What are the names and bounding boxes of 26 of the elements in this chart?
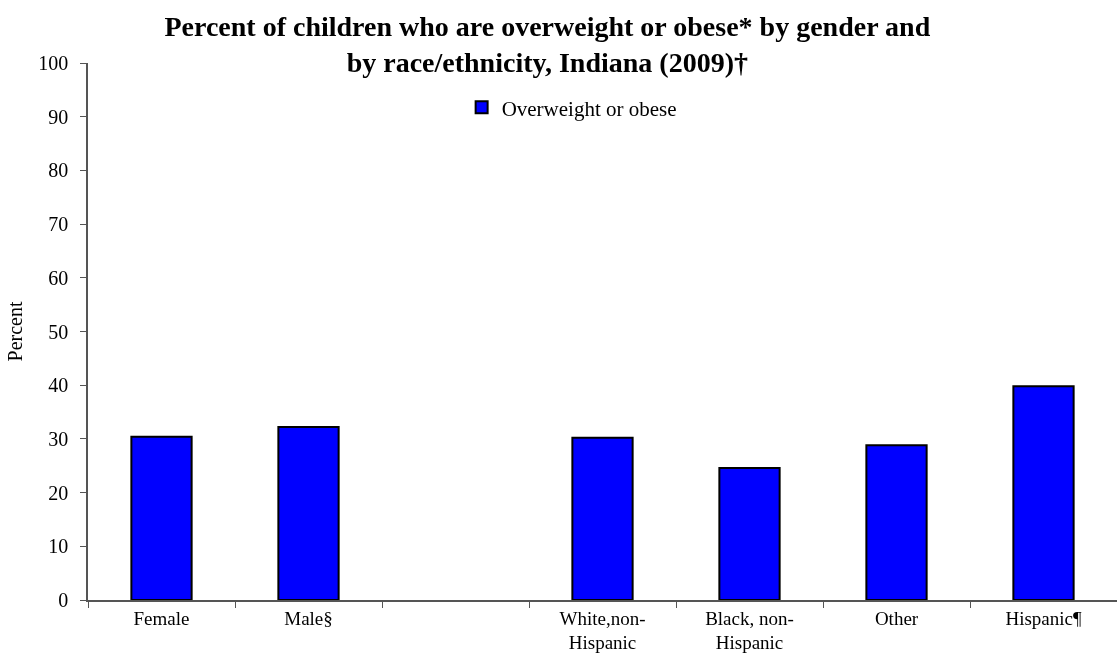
x-tick-label: Female [133,607,190,629]
chart-title: Percent of children who are overweight or obese* by gender and by race/ethnicity, Indiana (2009)† [164,10,931,79]
y-tick-label: 0 [58,589,69,611]
y-tick-label: 20 [48,481,69,504]
bar [718,466,781,600]
y-tick-label: 10 [48,535,69,558]
y-tick-label: 50 [48,320,69,343]
y-tick-label: 70 [48,213,69,236]
bar [1012,385,1075,600]
x-tick-label: Hispanic¶ [1005,607,1082,629]
x-tick-label: White,non-Hispanic [559,607,646,654]
bar [130,435,193,600]
y-tick-label: 60 [48,266,69,289]
x-tick-label: Other [874,607,919,629]
bar [865,444,928,600]
y-tick-label: 100 [38,52,69,74]
y-tick-label: 30 [48,427,69,450]
y-axis-title: Percent [4,301,27,362]
x-tick-label: Male§ [284,607,333,629]
y-tick-label: 40 [48,374,69,397]
y-tick-label: 90 [48,105,69,128]
legend-label: Overweight or obese [501,96,677,121]
bar [277,426,340,600]
y-tick-label: 80 [48,159,69,182]
x-tick-label: Black, non-Hispanic [705,607,794,654]
bar [571,436,634,600]
